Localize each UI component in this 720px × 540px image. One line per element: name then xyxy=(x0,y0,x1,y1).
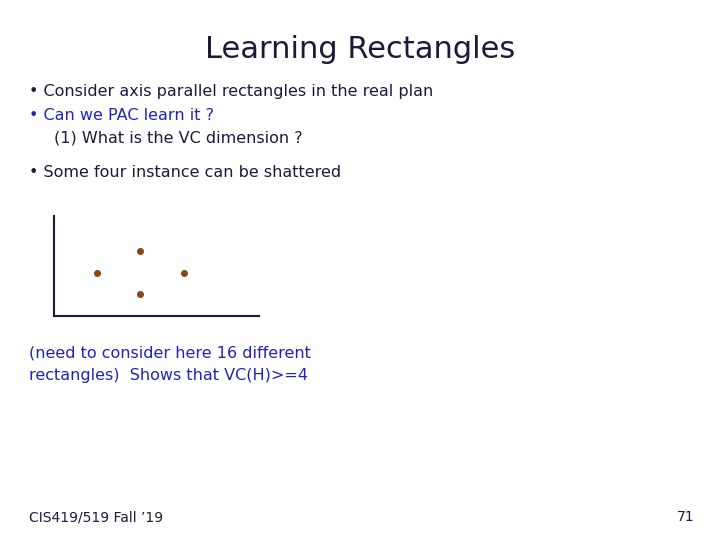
Text: (1) What is the VC dimension ?: (1) What is the VC dimension ? xyxy=(54,131,302,146)
Text: rectangles)  Shows that VC(H)>=4: rectangles) Shows that VC(H)>=4 xyxy=(29,368,308,383)
Text: (need to consider here 16 different: (need to consider here 16 different xyxy=(29,346,310,361)
Text: 71: 71 xyxy=(678,510,695,524)
Text: Learning Rectangles: Learning Rectangles xyxy=(205,35,515,64)
Text: • Some four instance can be shattered: • Some four instance can be shattered xyxy=(29,165,341,180)
Text: • Consider axis parallel rectangles in the real plan: • Consider axis parallel rectangles in t… xyxy=(29,84,433,99)
Text: • Can we PAC learn it ?: • Can we PAC learn it ? xyxy=(29,108,214,123)
Text: CIS419/519 Fall ’19: CIS419/519 Fall ’19 xyxy=(29,510,163,524)
